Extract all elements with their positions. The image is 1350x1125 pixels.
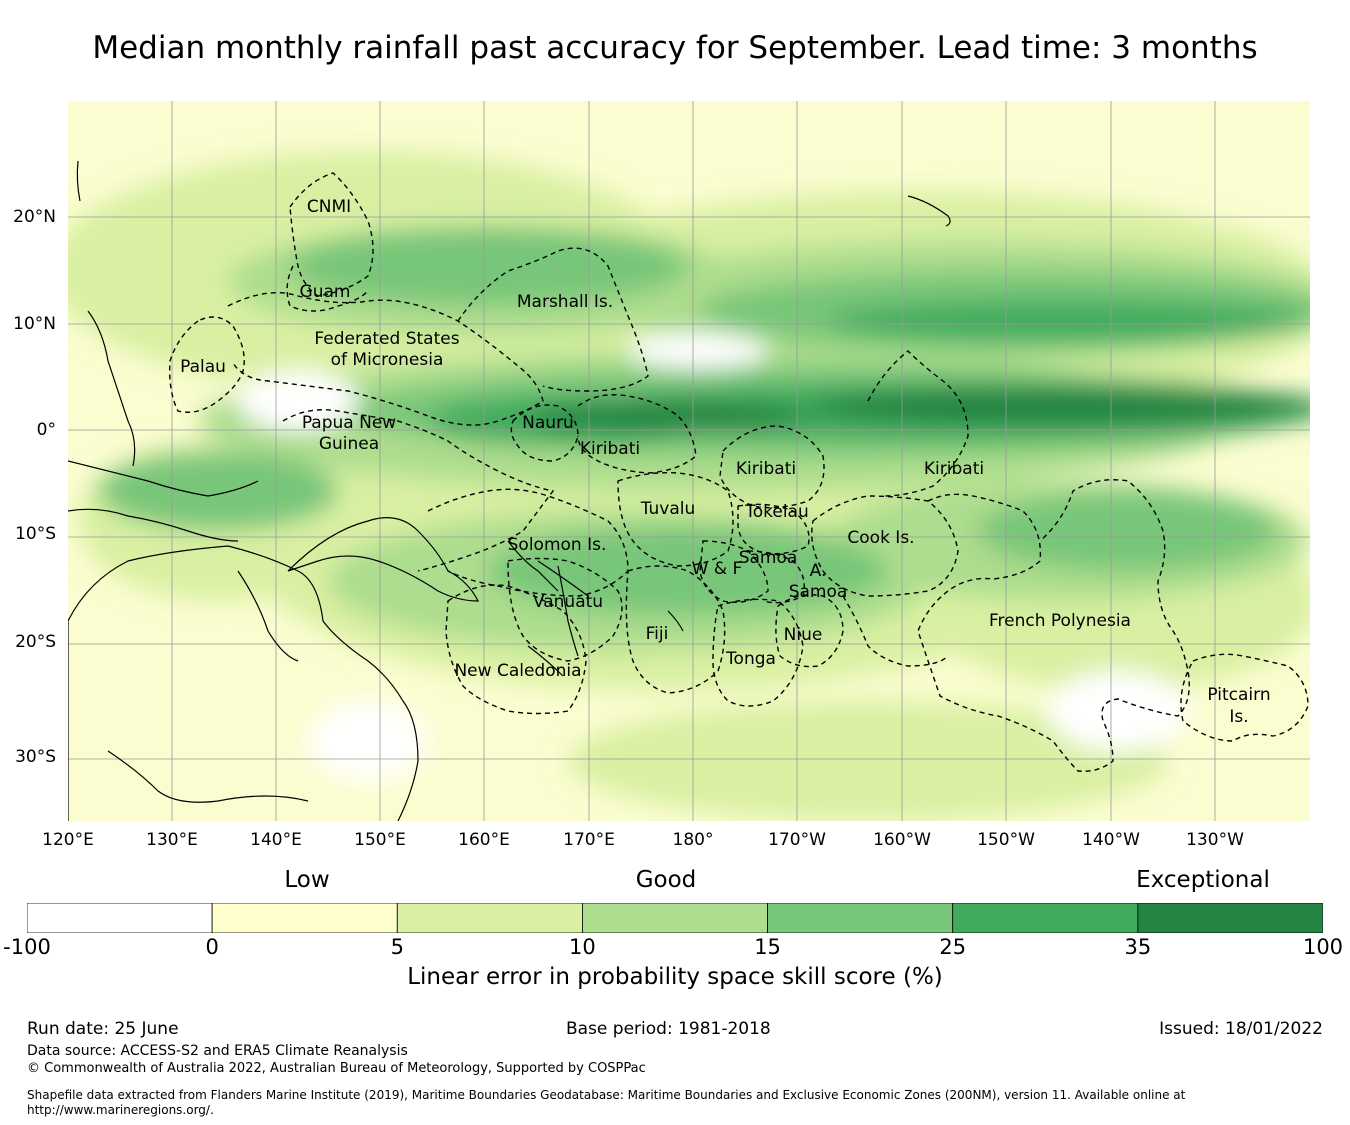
region-label: Cook Is. — [847, 528, 914, 548]
x-tick-label: 150°W — [977, 830, 1035, 850]
base-period: Base period: 1981-2018 — [566, 1019, 771, 1039]
region-label: Palau — [180, 357, 226, 377]
colorbar-tick-label: 10 — [569, 935, 596, 959]
colorbar-segment — [767, 903, 954, 933]
y-tick-label: 0° — [36, 420, 56, 440]
region-label: Kiribati — [580, 439, 640, 459]
region-label: Niue — [784, 625, 823, 645]
category-exceptional: Exceptional — [1136, 867, 1270, 893]
x-tick-label: 130°E — [146, 830, 198, 850]
x-tick-label: 120°E — [42, 830, 94, 850]
colorbar-tick-label: 100 — [1302, 935, 1344, 959]
region-label: New Caledonia — [454, 661, 581, 681]
colorbar-segment — [396, 903, 583, 933]
y-tick-label: 20°N — [13, 207, 56, 227]
x-tick-label: 140°E — [250, 830, 302, 850]
x-tick-label: 180° — [672, 830, 714, 850]
y-tick-label: 20°S — [15, 632, 56, 652]
colorbar-tick-label: 25 — [939, 935, 967, 959]
colorbar-segment — [211, 903, 398, 933]
colorbar — [27, 903, 1323, 933]
colorbar-tick-label: 5 — [390, 935, 404, 959]
colorbar-tick-label: 15 — [754, 935, 781, 959]
issued-date: Issued: 18/01/2022 — [1159, 1019, 1323, 1039]
region-label: Tonga — [725, 649, 776, 669]
shapefile-credit: Shapefile data extracted from Flanders M… — [27, 1088, 1186, 1117]
colorbar-segment — [1137, 903, 1323, 933]
colorbar-segment — [952, 903, 1139, 933]
region-label: W & F — [692, 559, 743, 579]
region-label: Federated States — [314, 329, 459, 349]
region-label: Guam — [300, 282, 351, 302]
region-label: Vanuatu — [533, 592, 603, 612]
x-tick-label: 160°E — [458, 830, 510, 850]
colorbar-label: Linear error in probability space skill … — [407, 964, 943, 990]
x-tick-label: 150°E — [354, 830, 406, 850]
region-label: Marshall Is. — [517, 292, 613, 312]
region-label: Samoa — [739, 548, 798, 568]
region-label: CNMI — [307, 197, 351, 217]
region-label: Papua New — [302, 413, 396, 433]
x-tick-label: 160°W — [873, 830, 931, 850]
colorbar-segment — [582, 903, 768, 933]
region-label: Fiji — [646, 624, 669, 644]
region-label: Pitcairn — [1207, 685, 1270, 705]
region-label: Tokelau — [744, 502, 809, 522]
region-label: Is. — [1229, 707, 1248, 727]
y-tick-label: 30°S — [15, 747, 56, 767]
region-label: Samoa — [789, 582, 848, 602]
colorbar-tick-label: 0 — [205, 935, 219, 959]
skill-field — [68, 151, 1310, 821]
y-tick-label: 10°N — [13, 314, 56, 334]
copyright: © Commonwealth of Australia 2022, Austra… — [27, 1061, 646, 1076]
region-label: Guinea — [319, 434, 379, 454]
region-label: Solomon Is. — [508, 535, 607, 555]
x-tick-label: 170°W — [768, 830, 826, 850]
page-title: Median monthly rainfall past accuracy fo… — [92, 30, 1258, 66]
data-source: Data source: ACCESS-S2 and ERA5 Climate … — [27, 1043, 408, 1059]
eez-boundaries — [168, 172, 1309, 772]
colorbar-segment — [27, 903, 213, 933]
x-tick-label: 140°W — [1082, 830, 1140, 850]
region-label: Tuvalu — [640, 499, 696, 519]
y-tick-label: 10°S — [15, 524, 56, 544]
x-tick-label: 130°W — [1186, 830, 1244, 850]
region-label: A. — [810, 561, 827, 581]
coastlines — [68, 160, 951, 821]
colorbar-tick-label: 35 — [1124, 935, 1152, 959]
category-good: Good — [635, 867, 697, 893]
x-tick-label: 170°E — [563, 830, 615, 850]
run-date: Run date: 25 June — [27, 1019, 179, 1039]
colorbar-tick-label: -100 — [3, 935, 51, 959]
region-label: Kiribati — [924, 459, 984, 479]
region-label: Nauru — [522, 413, 574, 433]
gridlines — [68, 101, 1310, 821]
category-low: Low — [284, 867, 330, 893]
region-label: French Polynesia — [989, 611, 1131, 631]
region-label: of Micronesia — [331, 350, 444, 370]
region-label: Kiribati — [736, 459, 796, 479]
